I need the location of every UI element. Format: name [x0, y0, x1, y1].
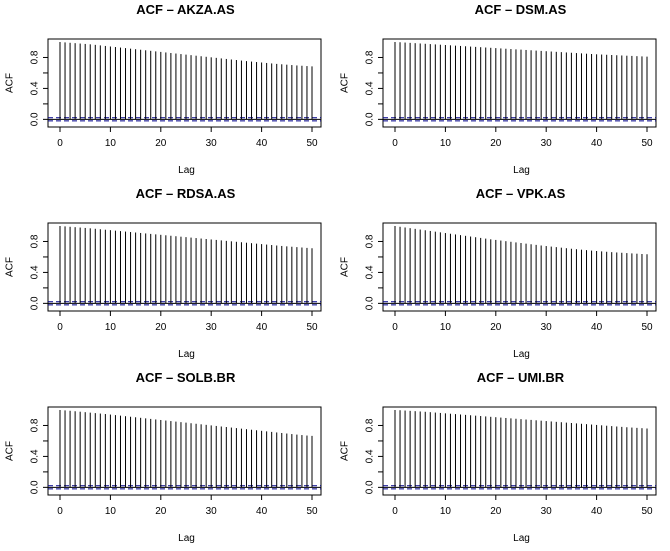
x-tick-label: 30 [541, 506, 553, 517]
y-axis-label: ACF [5, 441, 16, 461]
y-tick-label: 0.8 [365, 234, 376, 248]
x-tick-label: 30 [206, 138, 218, 149]
acf-panel: ACF – AKZA.AS 0 10 20 30 40 50 0.0 0.4 0.8 Lag ACF [5, 2, 322, 176]
y-tick-label: 0.0 [30, 480, 41, 494]
x-tick-label: 50 [641, 138, 653, 149]
y-tick-label: 0.4 [30, 449, 41, 463]
x-tick-label: 50 [641, 322, 653, 333]
plot-frame [382, 38, 657, 128]
y-axis-label: ACF [340, 441, 351, 461]
x-tick-label: 50 [641, 506, 653, 517]
x-tick-label: 0 [57, 322, 63, 333]
plot-frame [382, 222, 657, 312]
x-tick-label: 20 [490, 322, 502, 333]
x-tick-label: 0 [392, 322, 398, 333]
y-tick-label: 0.0 [365, 112, 376, 126]
x-tick-label: 30 [541, 138, 553, 149]
y-tick-label: 0.4 [365, 449, 376, 463]
x-tick-label: 10 [440, 138, 452, 149]
x-axis-label: Lag [178, 349, 195, 360]
x-tick-label: 30 [206, 322, 218, 333]
y-tick-label: 0.8 [30, 50, 41, 64]
x-tick-label: 10 [440, 322, 452, 333]
chart-title: ACF – RDSA.AS [136, 186, 236, 201]
chart-title: ACF – SOLB.BR [136, 370, 236, 385]
x-tick-label: 0 [392, 138, 398, 149]
x-tick-label: 20 [490, 506, 502, 517]
plot-frame [382, 406, 657, 496]
x-tick-label: 50 [306, 322, 318, 333]
x-axis-label: Lag [178, 165, 195, 176]
y-tick-label: 0.0 [365, 480, 376, 494]
x-axis-label: Lag [513, 349, 530, 360]
x-tick-label: 10 [105, 506, 117, 517]
x-tick-label: 40 [591, 506, 603, 517]
x-tick-label: 30 [206, 506, 218, 517]
acf-panel: ACF – UMI.BR 0 10 20 30 40 50 0.0 0.4 0.8 Lag ACF [340, 370, 657, 544]
x-tick-label: 20 [155, 506, 167, 517]
chart-title: ACF – UMI.BR [477, 370, 565, 385]
x-tick-label: 40 [256, 322, 268, 333]
x-tick-label: 40 [256, 506, 268, 517]
x-tick-label: 30 [541, 322, 553, 333]
x-axis-label: Lag [178, 533, 195, 544]
x-tick-label: 40 [591, 322, 603, 333]
chart-title: ACF – AKZA.AS [136, 2, 235, 17]
x-tick-label: 10 [105, 322, 117, 333]
x-tick-label: 20 [155, 322, 167, 333]
y-tick-label: 0.4 [30, 265, 41, 279]
chart-title: ACF – VPK.AS [476, 186, 566, 201]
acf-panel: ACF – DSM.AS 0 10 20 30 40 50 0.0 0.4 0.8 Lag ACF [340, 2, 657, 176]
chart-title: ACF – DSM.AS [475, 2, 567, 17]
y-tick-label: 0.4 [365, 81, 376, 95]
x-tick-label: 20 [155, 138, 167, 149]
y-axis-label: ACF [5, 73, 16, 93]
y-axis-label: ACF [340, 257, 351, 277]
y-tick-label: 0.0 [365, 296, 376, 310]
plot-frame [47, 38, 322, 128]
x-tick-label: 10 [440, 506, 452, 517]
y-tick-label: 0.8 [30, 234, 41, 248]
x-tick-label: 0 [57, 138, 63, 149]
acf-panel: ACF – RDSA.AS 0 10 20 30 40 50 0.0 0.4 0.8 Lag ACF [5, 186, 322, 360]
y-tick-label: 0.8 [365, 418, 376, 432]
x-tick-label: 20 [490, 138, 502, 149]
y-tick-label: 0.4 [30, 81, 41, 95]
y-tick-label: 0.4 [365, 265, 376, 279]
y-tick-label: 0.0 [30, 296, 41, 310]
x-axis-label: Lag [513, 533, 530, 544]
y-tick-label: 0.8 [365, 50, 376, 64]
plot-frame [47, 222, 322, 312]
y-tick-label: 0.0 [30, 112, 41, 126]
plot-frame [47, 406, 322, 496]
x-tick-label: 40 [591, 138, 603, 149]
y-axis-label: ACF [340, 73, 351, 93]
x-tick-label: 10 [105, 138, 117, 149]
x-tick-label: 0 [57, 506, 63, 517]
x-tick-label: 50 [306, 138, 318, 149]
acf-panel: ACF – VPK.AS 0 10 20 30 40 50 0.0 0.4 0.8 Lag ACF [340, 186, 657, 360]
x-axis-label: Lag [513, 165, 530, 176]
x-tick-label: 50 [306, 506, 318, 517]
y-tick-label: 0.8 [30, 418, 41, 432]
y-axis-label: ACF [5, 257, 16, 277]
x-tick-label: 0 [392, 506, 398, 517]
x-tick-label: 40 [256, 138, 268, 149]
acf-panel: ACF – SOLB.BR 0 10 20 30 40 50 0.0 0.4 0.8 Lag ACF [5, 370, 322, 544]
